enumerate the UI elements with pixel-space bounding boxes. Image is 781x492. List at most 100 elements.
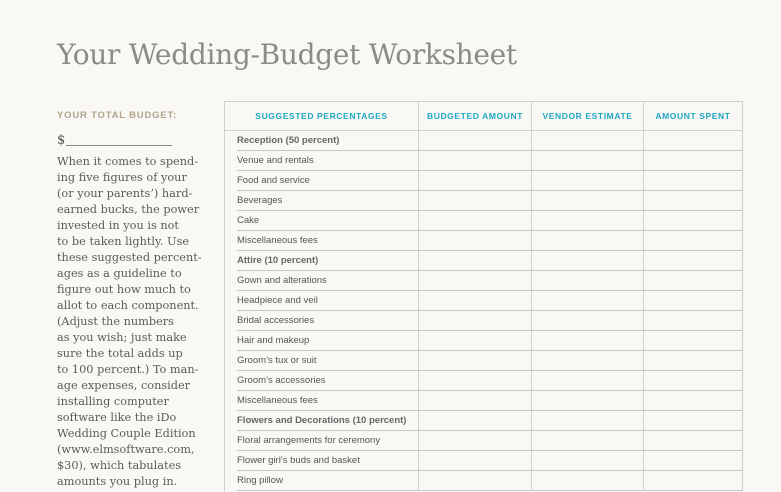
amount-spent-cell[interactable] [643,190,743,211]
intro-line: (www.elmsoftware.com, [57,443,195,456]
row-label: Beverages [224,190,419,211]
row-label: Bridal accessories [224,310,419,331]
vendor-estimate-cell[interactable] [531,370,644,391]
intro-line: (or your parents’) hard- [57,187,193,200]
amount-spent-cell[interactable] [643,230,743,251]
intro-line: sure the total adds up [57,347,183,360]
budgeted-amount-cell[interactable] [418,270,532,291]
header-amount-spent: AMOUNT SPENT [643,101,743,131]
row-label: Food and service [224,170,419,191]
intro-line: to 100 percent.) To man- [57,363,199,376]
budgeted-amount-cell[interactable] [418,350,532,371]
budgeted-amount-cell[interactable] [418,130,532,151]
table-row: Headpiece and veil [224,290,743,311]
intro-line: Wedding Couple Edition [57,427,196,440]
amount-spent-cell[interactable] [643,130,743,151]
budgeted-amount-cell[interactable] [418,190,532,211]
row-label: Flower girl’s buds and basket [224,450,419,471]
row-label: Headpiece and veil [224,290,419,311]
vendor-estimate-cell[interactable] [531,190,644,211]
vendor-estimate-cell[interactable] [531,310,644,331]
amount-spent-cell[interactable] [643,410,743,431]
row-label: Miscellaneous fees [224,390,419,411]
intro-line: these suggested percent- [57,251,202,264]
row-label: Groom’s accessories [224,370,419,391]
budgeted-amount-cell[interactable] [418,470,532,491]
amount-spent-cell[interactable] [643,210,743,231]
budgeted-amount-cell[interactable] [418,370,532,391]
amount-spent-cell[interactable] [643,310,743,331]
amount-spent-cell[interactable] [643,450,743,471]
amount-spent-cell[interactable] [643,430,743,451]
total-budget-label: YOUR TOTAL BUDGET: [57,110,177,121]
amount-spent-cell[interactable] [643,270,743,291]
vendor-estimate-cell[interactable] [531,450,644,471]
amount-spent-cell[interactable] [643,290,743,311]
vendor-estimate-cell[interactable] [531,270,644,291]
intro-line: $30), which tabulates [57,459,182,472]
intro-line: (Adjust the numbers [57,315,174,328]
row-label: Hair and makeup [224,330,419,351]
budgeted-amount-cell[interactable] [418,150,532,171]
vendor-estimate-cell[interactable] [531,330,644,351]
table-row: Beverages [224,190,743,211]
currency-symbol: $ [57,133,66,148]
amount-spent-cell[interactable] [643,150,743,171]
category-row: Attire (10 percent) [224,250,743,271]
budgeted-amount-cell[interactable] [418,250,532,271]
amount-spent-cell[interactable] [643,250,743,271]
vendor-estimate-cell[interactable] [531,210,644,231]
intro-line: amounts you plug in. [57,475,178,488]
row-label: Attire (10 percent) [224,250,419,271]
vendor-estimate-cell[interactable] [531,150,644,171]
row-label: Venue and rentals [224,150,419,171]
budgeted-amount-cell[interactable] [418,290,532,311]
table-row: Hair and makeup [224,330,743,351]
budgeted-amount-cell[interactable] [418,410,532,431]
total-budget-field[interactable] [66,145,172,146]
amount-spent-cell[interactable] [643,390,743,411]
vendor-estimate-cell[interactable] [531,290,644,311]
amount-spent-cell[interactable] [643,370,743,391]
intro-line: software like the iDo [57,411,177,424]
budgeted-amount-cell[interactable] [418,170,532,191]
table-row: Bridal accessories [224,310,743,331]
header-suggested-percentages: SUGGESTED PERCENTAGES [224,101,419,131]
table-row: Venue and rentals [224,150,743,171]
budgeted-amount-cell[interactable] [418,430,532,451]
budgeted-amount-cell[interactable] [418,210,532,231]
table-row: Floral arrangements for ceremony [224,430,743,451]
row-label: Groom’s tux or suit [224,350,419,371]
row-label: Miscellaneous fees [224,230,419,251]
category-row: Reception (50 percent) [224,130,743,151]
intro-text: When it comes to spend-ing five figures … [57,154,202,490]
vendor-estimate-cell[interactable] [531,350,644,371]
table-row: Miscellaneous fees [224,390,743,411]
intro-line: as you wish; just make [57,331,187,344]
budgeted-amount-cell[interactable] [418,310,532,331]
budgeted-amount-cell[interactable] [418,230,532,251]
vendor-estimate-cell[interactable] [531,230,644,251]
table-row: Miscellaneous fees [224,230,743,251]
vendor-estimate-cell[interactable] [531,170,644,191]
vendor-estimate-cell[interactable] [531,390,644,411]
header-vendor-estimate: VENDOR ESTIMATE [531,101,644,131]
amount-spent-cell[interactable] [643,170,743,191]
vendor-estimate-cell[interactable] [531,250,644,271]
amount-spent-cell[interactable] [643,470,743,491]
budgeted-amount-cell[interactable] [418,450,532,471]
intro-line: allot to each component. [57,299,199,312]
table-header-row: SUGGESTED PERCENTAGES BUDGETED AMOUNT VE… [224,101,743,131]
intro-line: invested in you is not [57,219,179,232]
vendor-estimate-cell[interactable] [531,130,644,151]
vendor-estimate-cell[interactable] [531,410,644,431]
vendor-estimate-cell[interactable] [531,430,644,451]
table-row: Food and service [224,170,743,191]
budgeted-amount-cell[interactable] [418,330,532,351]
vendor-estimate-cell[interactable] [531,470,644,491]
amount-spent-cell[interactable] [643,330,743,351]
intro-line: figure out how much to [57,283,191,296]
budgeted-amount-cell[interactable] [418,390,532,411]
amount-spent-cell[interactable] [643,350,743,371]
table-row: Groom’s accessories [224,370,743,391]
